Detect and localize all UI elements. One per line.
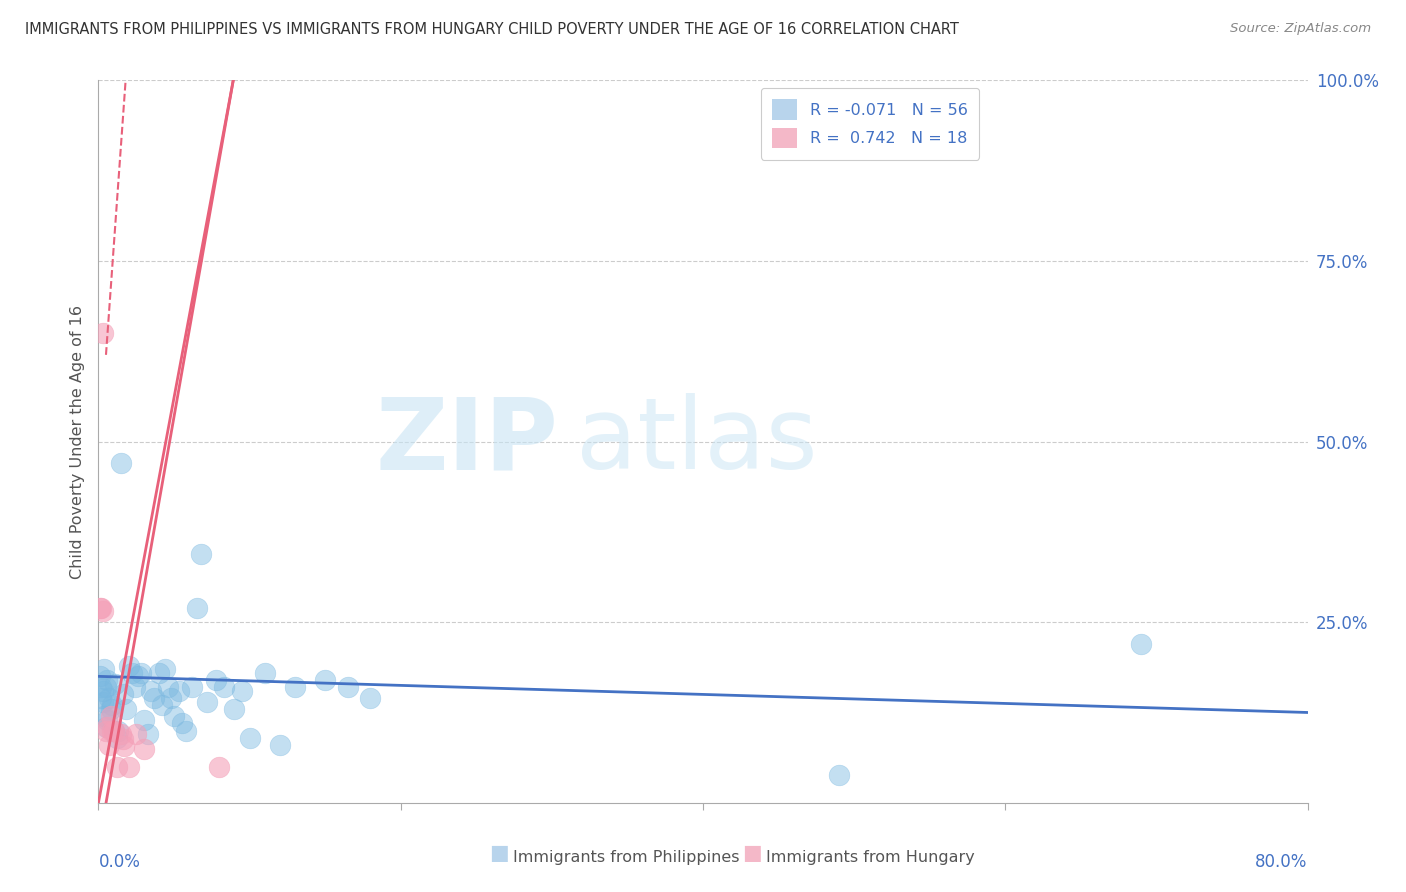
Point [89, 600, 111, 615]
Point [111, 687, 134, 701]
Text: 80.0%: 80.0% [1256, 854, 1308, 871]
Text: Source: ZipAtlas.com: Source: ZipAtlas.com [1230, 22, 1371, 36]
Point [93, 662, 115, 676]
Point [212, 680, 235, 694]
Point [94, 680, 117, 694]
Point [253, 665, 276, 680]
Point [94, 720, 117, 734]
Point [118, 760, 141, 774]
Point [107, 723, 129, 738]
Point [103, 723, 125, 738]
Point [132, 713, 155, 727]
Point [336, 680, 359, 694]
Point [1130, 637, 1153, 651]
Text: atlas: atlas [576, 393, 818, 490]
Point [93, 709, 115, 723]
Point [129, 665, 152, 680]
Text: ZIP: ZIP [375, 393, 558, 490]
Point [96, 720, 118, 734]
Point [111, 732, 134, 747]
Text: Immigrants from Philippines: Immigrants from Philippines [513, 850, 740, 865]
Point [141, 683, 163, 698]
Point [94, 723, 117, 738]
Point [153, 662, 176, 676]
Point [103, 723, 125, 738]
Point [112, 739, 135, 754]
Point [156, 680, 179, 694]
Y-axis label: Child Poverty Under the Age of 16: Child Poverty Under the Age of 16 [69, 304, 84, 579]
Point [160, 691, 183, 706]
Point [91, 326, 114, 340]
Point [96, 713, 118, 727]
Text: Immigrants from Hungary: Immigrants from Hungary [766, 850, 974, 865]
Text: ■: ■ [489, 844, 509, 863]
Text: 0.0%: 0.0% [98, 854, 141, 871]
Point [101, 723, 124, 738]
Point [132, 741, 155, 756]
Point [91, 604, 114, 618]
Point [118, 658, 141, 673]
Point [89, 669, 111, 683]
Point [96, 673, 118, 687]
Point [284, 680, 307, 694]
Point [121, 665, 143, 680]
Point [90, 680, 112, 694]
Point [208, 760, 231, 774]
Point [91, 695, 114, 709]
Point [269, 738, 291, 752]
Point [190, 547, 212, 561]
Point [124, 680, 146, 694]
Point [91, 683, 114, 698]
Point [150, 698, 173, 713]
Text: ■: ■ [742, 844, 762, 863]
Point [314, 673, 336, 687]
Point [100, 709, 122, 723]
Point [186, 600, 208, 615]
Point [98, 691, 121, 706]
Point [828, 768, 851, 782]
Point [114, 702, 136, 716]
Point [360, 691, 382, 706]
Point [127, 669, 149, 683]
Point [105, 731, 128, 745]
Point [170, 716, 193, 731]
Point [224, 702, 246, 716]
Legend: R = -0.071   N = 56, R =  0.742   N = 18: R = -0.071 N = 56, R = 0.742 N = 18 [761, 88, 979, 160]
Point [136, 727, 159, 741]
Point [163, 709, 186, 723]
Point [105, 760, 128, 774]
Point [110, 727, 132, 741]
Point [174, 723, 197, 738]
Point [181, 680, 204, 694]
Point [143, 691, 166, 706]
Point [231, 683, 253, 698]
Point [110, 456, 132, 470]
Point [195, 695, 218, 709]
Point [90, 600, 112, 615]
Point [100, 702, 122, 716]
Point [104, 676, 127, 690]
Point [205, 673, 228, 687]
Point [101, 698, 124, 713]
Point [239, 731, 262, 745]
Text: IMMIGRANTS FROM PHILIPPINES VS IMMIGRANTS FROM HUNGARY CHILD POVERTY UNDER THE A: IMMIGRANTS FROM PHILIPPINES VS IMMIGRANT… [25, 22, 959, 37]
Point [167, 683, 190, 698]
Point [98, 738, 121, 752]
Point [90, 691, 112, 706]
Point [125, 727, 148, 741]
Point [148, 665, 170, 680]
